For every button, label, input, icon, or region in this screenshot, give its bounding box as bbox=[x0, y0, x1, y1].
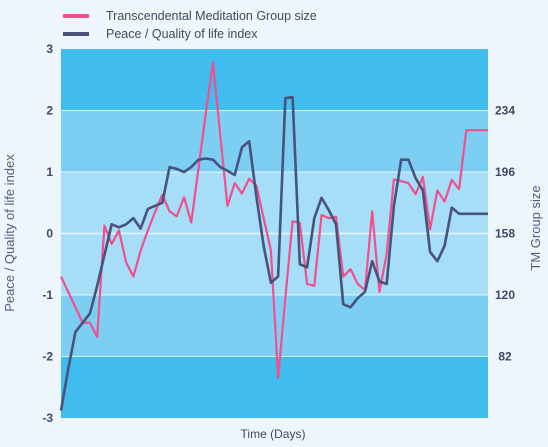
y-axis-left-title: Peace / Quality of life index bbox=[2, 154, 17, 312]
gridlines bbox=[61, 110, 488, 357]
y-tick-left: 1 bbox=[46, 165, 53, 179]
legend-swatch-tm bbox=[63, 14, 89, 18]
legend-swatch-peace bbox=[63, 32, 89, 36]
peace-index-line bbox=[59, 95, 488, 411]
y-tick-left: 2 bbox=[46, 104, 53, 118]
left-axis-ticks: 3 2 1 0 -1 -2 -3 bbox=[42, 42, 53, 425]
legend-label-tm: Transcendental Meditation Group size bbox=[106, 9, 317, 23]
y-tick-right: 158 bbox=[495, 227, 515, 241]
y-tick-left: 0 bbox=[46, 227, 53, 241]
legend: Transcendental Meditation Group size Pea… bbox=[63, 9, 317, 41]
y-tick-left: -1 bbox=[42, 288, 53, 302]
plot-band bbox=[61, 49, 488, 111]
y-tick-left: 3 bbox=[46, 42, 53, 56]
plot-band bbox=[61, 356, 488, 418]
y-tick-left: -2 bbox=[42, 350, 53, 364]
series-lines bbox=[59, 61, 488, 411]
x-axis-title: Time (Days) bbox=[241, 427, 306, 441]
y-tick-left: -3 bbox=[42, 411, 53, 425]
y-tick-right: 196 bbox=[495, 165, 515, 179]
y-tick-right: 120 bbox=[495, 288, 515, 302]
right-axis-ticks: 234 196 158 120 82 bbox=[495, 104, 515, 364]
y-tick-right: 234 bbox=[495, 104, 515, 118]
y-tick-right: 82 bbox=[498, 350, 512, 364]
y-axis-right-title: TM Group size bbox=[528, 185, 543, 270]
plot-band bbox=[61, 110, 488, 172]
legend-label-peace: Peace / Quality of life index bbox=[106, 27, 258, 41]
tm-group-size-line bbox=[60, 61, 488, 380]
